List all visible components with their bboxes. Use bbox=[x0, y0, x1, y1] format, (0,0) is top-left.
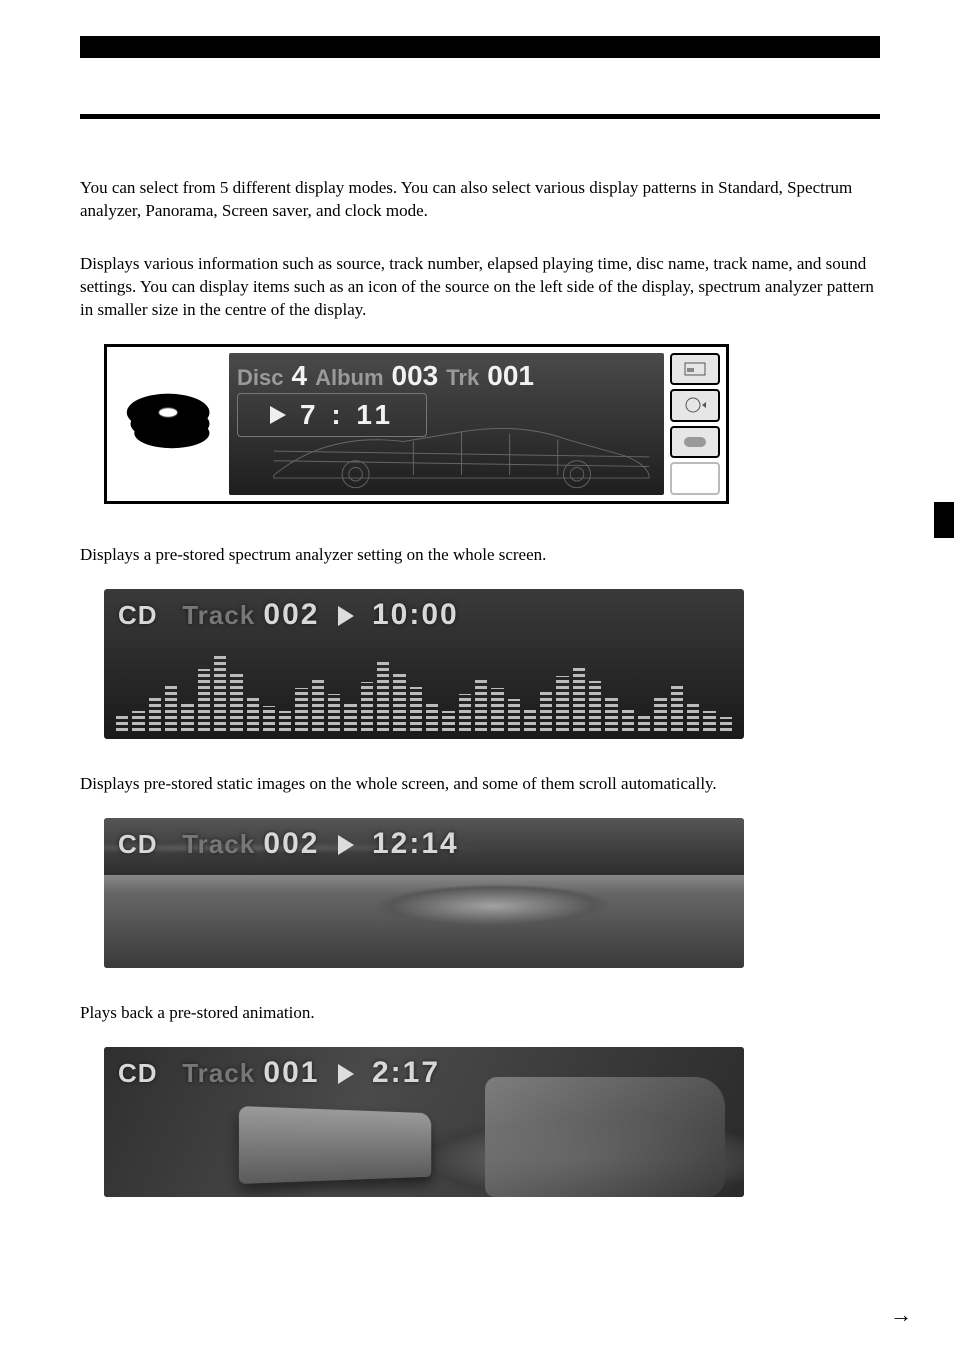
trk-label: Trk bbox=[446, 363, 479, 393]
panorama-desc: Displays pre-stored static images on the… bbox=[80, 773, 880, 796]
side-tab bbox=[934, 502, 954, 538]
spectrum-overlay: CD Track 002 10:00 bbox=[118, 595, 459, 636]
trk-value: 001 bbox=[487, 357, 534, 395]
disc-value: 4 bbox=[291, 357, 307, 395]
panorama-overlay: CD Track 002 12:14 bbox=[118, 824, 459, 865]
screensaver-source: CD bbox=[118, 1058, 158, 1088]
disc-stack-icon bbox=[123, 373, 217, 467]
side-icon-4 bbox=[670, 462, 720, 495]
screensaver-desc: Plays back a pre-stored animation. bbox=[80, 1002, 880, 1025]
disc-label: Disc bbox=[237, 363, 283, 393]
spectrum-bars bbox=[104, 643, 744, 739]
screensaver-track-label: Track bbox=[182, 1058, 255, 1088]
screensaver-track-value: 001 bbox=[263, 1056, 319, 1089]
header-divider bbox=[80, 114, 880, 119]
side-icon-2 bbox=[670, 389, 720, 422]
play-icon bbox=[338, 1064, 354, 1084]
standard-desc: Displays various information such as sou… bbox=[80, 253, 880, 322]
panorama-track-value: 002 bbox=[263, 827, 319, 860]
standard-display: Disc 4 Album 003 Trk 001 7 : 11 bbox=[104, 344, 729, 504]
album-label: Album bbox=[315, 363, 383, 393]
side-icon-3 bbox=[670, 426, 720, 459]
side-icon-1 bbox=[670, 353, 720, 386]
spectrum-display: CD Track 002 10:00 bbox=[104, 589, 744, 739]
screensaver-overlay: CD Track 001 2:17 bbox=[118, 1053, 440, 1094]
continue-arrow-icon: → bbox=[890, 1300, 912, 1330]
play-icon bbox=[338, 606, 354, 626]
intro-text: You can select from 5 different display … bbox=[80, 177, 880, 223]
wireframe-car-icon bbox=[269, 403, 654, 490]
panorama-display: CD Track 002 12:14 bbox=[104, 818, 744, 968]
spectrum-time: 10:00 bbox=[372, 598, 459, 631]
screensaver-time: 2:17 bbox=[372, 1056, 440, 1089]
standard-side-icons bbox=[670, 353, 720, 495]
panorama-time: 12:14 bbox=[372, 827, 459, 860]
play-icon bbox=[338, 835, 354, 855]
spectrum-desc: Displays a pre-stored spectrum analyzer … bbox=[80, 544, 880, 567]
standard-main-panel: Disc 4 Album 003 Trk 001 7 : 11 bbox=[229, 353, 664, 495]
panorama-source: CD bbox=[118, 829, 158, 859]
standard-title-line: Disc 4 Album 003 Trk 001 bbox=[237, 357, 656, 395]
spectrum-track-value: 002 bbox=[263, 598, 319, 631]
spectrum-track-label: Track bbox=[182, 600, 255, 630]
screensaver-display: CD Track 001 2:17 bbox=[104, 1047, 744, 1197]
spectrum-source: CD bbox=[118, 600, 158, 630]
header-black-bar bbox=[80, 36, 880, 58]
album-value: 003 bbox=[392, 357, 439, 395]
panorama-track-label: Track bbox=[182, 829, 255, 859]
